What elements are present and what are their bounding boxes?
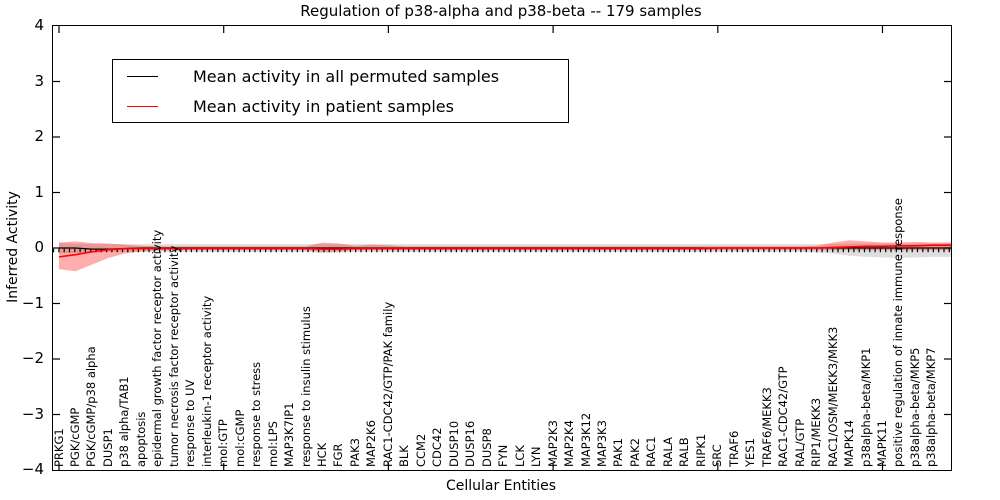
x-tick-label: response to stress bbox=[249, 361, 264, 467]
x-tick-label: PGK/cGMP/p38 alpha bbox=[84, 346, 99, 467]
x-tick-label: MAPK11 bbox=[875, 420, 889, 467]
legend-label-permuted: Mean activity in all permuted samples bbox=[193, 66, 500, 86]
x-tick-label: apoptosis bbox=[133, 411, 148, 467]
x-tick-label: PAK3 bbox=[347, 438, 362, 467]
x-tick-label: TRAF6/MEKK3 bbox=[759, 387, 774, 467]
patient-line-swatch-icon bbox=[127, 105, 158, 107]
y-tick-label: 4 bbox=[34, 16, 44, 34]
x-tick-label: FYN bbox=[496, 444, 511, 467]
permuted-confidence-band bbox=[59, 243, 951, 258]
chart-title: Regulation of p38-alpha and p38-beta -- … bbox=[300, 2, 702, 20]
legend-label-patient: Mean activity in patient samples bbox=[193, 96, 454, 116]
x-tick-label: response to UV bbox=[183, 379, 198, 467]
x-tick-label: RALA bbox=[660, 437, 675, 467]
x-tick-label: RIP1/MEKK3 bbox=[809, 397, 824, 467]
legend-item-permuted: Mean activity in all permuted samples bbox=[113, 61, 568, 91]
x-tick-label: response to insulin stimulus bbox=[298, 306, 313, 467]
x-tick-label: interleukin-1 receptor activity bbox=[199, 295, 214, 467]
chart-legend: Mean activity in all permuted samples Me… bbox=[112, 59, 569, 123]
x-tick-label: DUSP16 bbox=[463, 420, 478, 467]
x-tick-label: MAP3K3 bbox=[595, 420, 609, 467]
x-tick-label: mol:cGMP bbox=[232, 409, 247, 467]
x-tick-label: p38alpha-beta/MKP5 bbox=[907, 347, 922, 467]
x-tick-label: CCM2 bbox=[413, 433, 428, 467]
x-tick-label: PAK1 bbox=[611, 438, 626, 467]
x-tick-label: LCK bbox=[512, 445, 527, 467]
x-tick-label: RIPK1 bbox=[693, 433, 708, 467]
plot-area: PRKG1 PGK/cGMP PGK/cGMP/p38 alpha DUSP1 p38 … bbox=[52, 25, 952, 471]
permuted-line-swatch-icon bbox=[127, 75, 158, 77]
x-axis-title: Cellular Entities bbox=[445, 478, 557, 494]
y-tick-label: 2 bbox=[34, 127, 44, 145]
x-tick-label: RAL/GTP bbox=[792, 418, 807, 467]
y-tick-label: 3 bbox=[34, 71, 44, 90]
x-tick-label: FGR bbox=[331, 443, 346, 467]
legend-item-patient: Mean activity in patient samples bbox=[113, 91, 568, 121]
x-tick-label: positive regulation of innate immune res… bbox=[891, 198, 906, 467]
x-tick-label: MAP2K4 bbox=[562, 420, 577, 467]
x-tick-label: LYN bbox=[529, 446, 544, 467]
x-tick-label: MAPK14 bbox=[842, 420, 857, 467]
x-tick-label: RAC1-CDC42/GTP bbox=[776, 366, 791, 467]
x-tick-label: MAP3K12 bbox=[578, 412, 593, 467]
chart-canvas bbox=[53, 26, 951, 470]
x-tick-label: RALB bbox=[677, 437, 692, 467]
x-tick-label: RAC1-CDC42/GTP/PAK family bbox=[380, 301, 395, 467]
y-tick-label: −3 bbox=[21, 404, 44, 423]
x-tick-label: RAC1/OSM/MEKK3/MKK3 bbox=[825, 326, 840, 467]
x-tick-label: HCK bbox=[315, 442, 330, 467]
x-tick-label: TRAF6 bbox=[726, 430, 741, 467]
y-tick-label: 1 bbox=[34, 182, 44, 201]
x-tick-label: PRKG1 bbox=[51, 428, 66, 467]
x-tick-label: mol:GTP bbox=[216, 419, 231, 467]
x-tick-label: p38alpha-beta/MKP1 bbox=[858, 347, 873, 467]
x-tick-label: p38alpha-beta/MKP7 bbox=[924, 347, 939, 467]
x-tick-label: YES1 bbox=[743, 438, 758, 467]
x-tick-label: RAC1 bbox=[644, 436, 659, 467]
x-tick-label: mol:LPS bbox=[265, 421, 280, 467]
x-tick-label: DUSP10 bbox=[446, 420, 461, 467]
x-tick-label: DUSP1 bbox=[100, 428, 115, 467]
y-tick-label: −1 bbox=[21, 293, 44, 312]
x-tick-label: DUSP8 bbox=[479, 428, 494, 467]
x-tick-label: MAP2K6 bbox=[364, 420, 379, 467]
x-tick-label: SRC bbox=[710, 444, 725, 467]
x-tick-label: MAP2K3 bbox=[545, 420, 560, 467]
x-tick-label: PGK/cGMP bbox=[67, 407, 82, 467]
x-tick-label: tumor necrosis factor receptor activity bbox=[166, 245, 181, 467]
x-tick-label: BLK bbox=[397, 445, 412, 467]
y-tick-label: −2 bbox=[21, 349, 44, 367]
x-tick-label: CDC42 bbox=[430, 427, 445, 467]
x-tick-label: epidermal growth factor receptor activit… bbox=[150, 229, 165, 467]
x-tick-label: p38 alpha/TAB1 bbox=[117, 376, 132, 467]
x-tick-label: PAK2 bbox=[627, 438, 642, 467]
y-tick-label: −4 bbox=[21, 460, 44, 478]
patient-mean-line bbox=[58, 244, 951, 258]
x-tick-label: MAP3K7IP1 bbox=[282, 402, 297, 467]
y-tick-label: 0 bbox=[34, 238, 44, 256]
